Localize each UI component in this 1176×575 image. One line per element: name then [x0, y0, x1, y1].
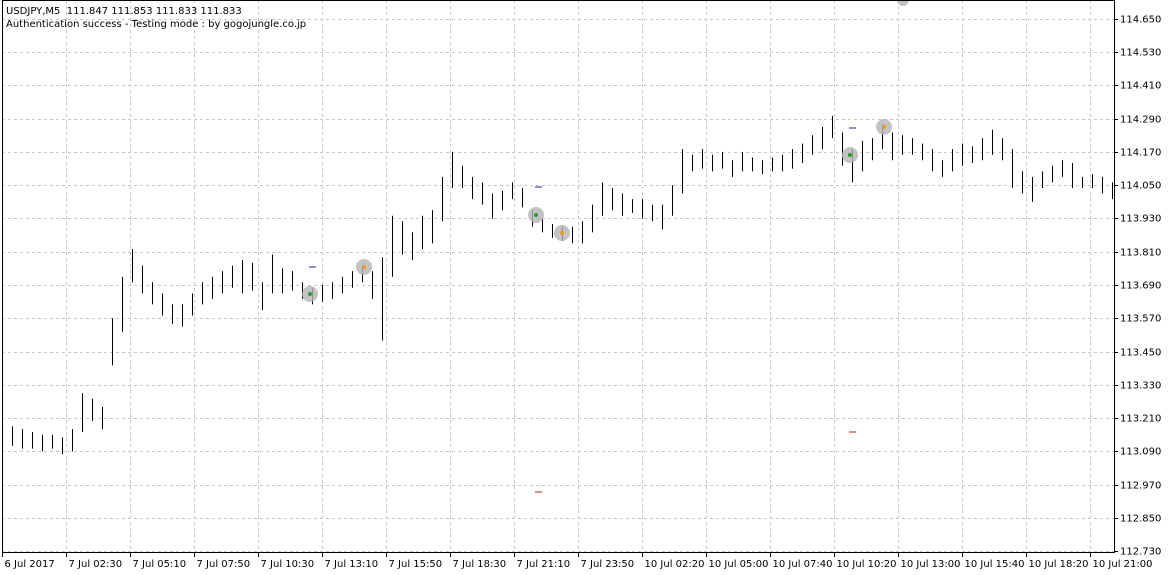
y-tick-label: 112.730 — [1120, 547, 1161, 558]
y-tick-label: 114.170 — [1120, 148, 1161, 159]
x-tick-label: 10 Jul 02:20 — [645, 559, 705, 570]
y-tick-label: 114.410 — [1120, 81, 1161, 92]
y-tick-label: 113.450 — [1120, 348, 1161, 359]
trade-marker — [897, 0, 909, 6]
x-tick-label: 7 Jul 05:10 — [133, 559, 187, 570]
x-tick-label: 7 Jul 23:50 — [581, 559, 635, 570]
x-tick-label: 7 Jul 18:30 — [453, 559, 507, 570]
y-tick-label: 113.570 — [1120, 314, 1161, 325]
status-line: Authentication success - Testing mode : … — [6, 19, 306, 30]
x-tick-label: 7 Jul 21:10 — [517, 559, 571, 570]
y-tick-label: 112.970 — [1120, 481, 1161, 492]
x-tick-label: 10 Jul 15:40 — [965, 559, 1025, 570]
y-tick-label: 113.930 — [1120, 214, 1161, 225]
exit-arrow — [882, 125, 886, 129]
entry-arrow — [308, 292, 312, 296]
x-tick-label: 10 Jul 05:00 — [709, 559, 769, 570]
trade-markers — [302, 0, 909, 493]
y-tick-label: 113.090 — [1120, 447, 1161, 458]
x-tick-label: 7 Jul 15:50 — [389, 559, 443, 570]
y-tick-label: 114.050 — [1120, 181, 1161, 192]
x-tick-label: 6 Jul 2017 — [5, 559, 55, 570]
entry-arrow — [534, 213, 538, 217]
y-tick-label: 112.850 — [1120, 514, 1161, 525]
y-tick-label: 114.290 — [1120, 115, 1161, 126]
y-tick-label: 114.530 — [1120, 48, 1161, 59]
exit-arrow — [362, 265, 366, 269]
y-tick-label: 113.210 — [1120, 414, 1161, 425]
x-tick-label: 10 Jul 18:20 — [1029, 559, 1089, 570]
symbol-header: USDJPY,M5 111.847 111.853 111.833 111.83… — [6, 6, 242, 17]
entry-arrow — [848, 153, 852, 157]
x-tick-label: 7 Jul 10:30 — [261, 559, 315, 570]
y-tick-label: 113.810 — [1120, 248, 1161, 259]
x-tick-label: 10 Jul 21:00 — [1093, 559, 1153, 570]
y-tick-label: 113.330 — [1120, 381, 1161, 392]
x-tick-label: 7 Jul 13:10 — [325, 559, 379, 570]
x-tick-label: 7 Jul 02:30 — [69, 559, 123, 570]
x-tick-label: 10 Jul 07:40 — [773, 559, 833, 570]
y-tick-label: 113.690 — [1120, 281, 1161, 292]
exit-arrow — [560, 231, 564, 235]
y-tick-label: 114.650 — [1120, 15, 1161, 26]
plot-border — [2, 0, 1115, 553]
grid — [2, 0, 1114, 552]
x-tick-label: 10 Jul 13:00 — [901, 559, 961, 570]
x-tick-label: 7 Jul 07:50 — [197, 559, 251, 570]
x-tick-label: 10 Jul 10:20 — [837, 559, 897, 570]
